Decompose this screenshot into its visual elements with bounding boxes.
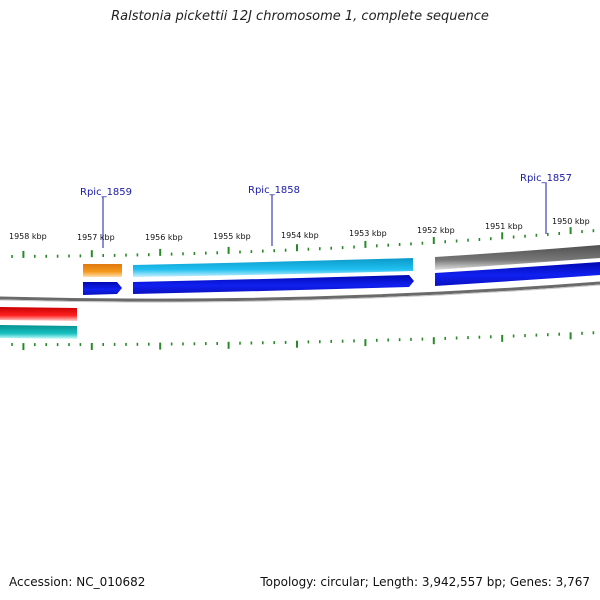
ruler-label-1951: 1951 kbp — [485, 222, 523, 231]
ruler-label-1955: 1955 kbp — [213, 232, 251, 241]
gray-feature[interactable] — [435, 245, 600, 270]
ruler-label-1957: 1957 kbp — [77, 233, 115, 242]
genome-backbone — [0, 281, 600, 302]
accession-text: Accession: NC_010682 — [9, 575, 146, 589]
orange-feature[interactable] — [83, 264, 122, 277]
gene-label-rpic-1857[interactable]: Rpic_1857 — [520, 173, 572, 234]
gene-label-rpic-1858[interactable]: Rpic_1858 — [248, 185, 300, 246]
cds-arrow-rpic-1858[interactable] — [133, 275, 414, 294]
cyan-feature[interactable] — [133, 258, 413, 277]
gene-label-text[interactable]: Rpic_1858 — [248, 185, 300, 196]
ruler-label-1952: 1952 kbp — [417, 226, 455, 235]
gene-label-text[interactable]: Rpic_1859 — [80, 187, 132, 198]
ruler-label-1950: 1950 kbp — [552, 217, 590, 226]
inner-ruler-ticks — [11, 331, 595, 351]
teal-feature[interactable] — [0, 325, 77, 339]
ruler-labels: 1958 kbp 1957 kbp 1956 kbp 1955 kbp 1954… — [9, 217, 590, 242]
ruler-label-1956: 1956 kbp — [145, 233, 183, 242]
genome-summary-text: Topology: circular; Length: 3,942,557 bp… — [260, 575, 590, 589]
ruler-label-1958: 1958 kbp — [9, 232, 47, 241]
cds-arrow-rpic-1857[interactable] — [435, 262, 600, 286]
ruler-label-1954: 1954 kbp — [281, 231, 319, 240]
gene-label-text[interactable]: Rpic_1857 — [520, 173, 572, 184]
gene-label-rpic-1859[interactable]: Rpic_1859 — [80, 187, 132, 248]
outer-ruler-ticks — [11, 227, 595, 258]
ruler-label-1953: 1953 kbp — [349, 229, 387, 238]
cds-arrow-rpic-1859[interactable] — [83, 282, 122, 295]
red-feature[interactable] — [0, 307, 77, 321]
map-title: Ralstonia pickettii 12J chromosome 1, co… — [111, 9, 489, 24]
genome-backbone-highlight — [0, 284, 600, 303]
